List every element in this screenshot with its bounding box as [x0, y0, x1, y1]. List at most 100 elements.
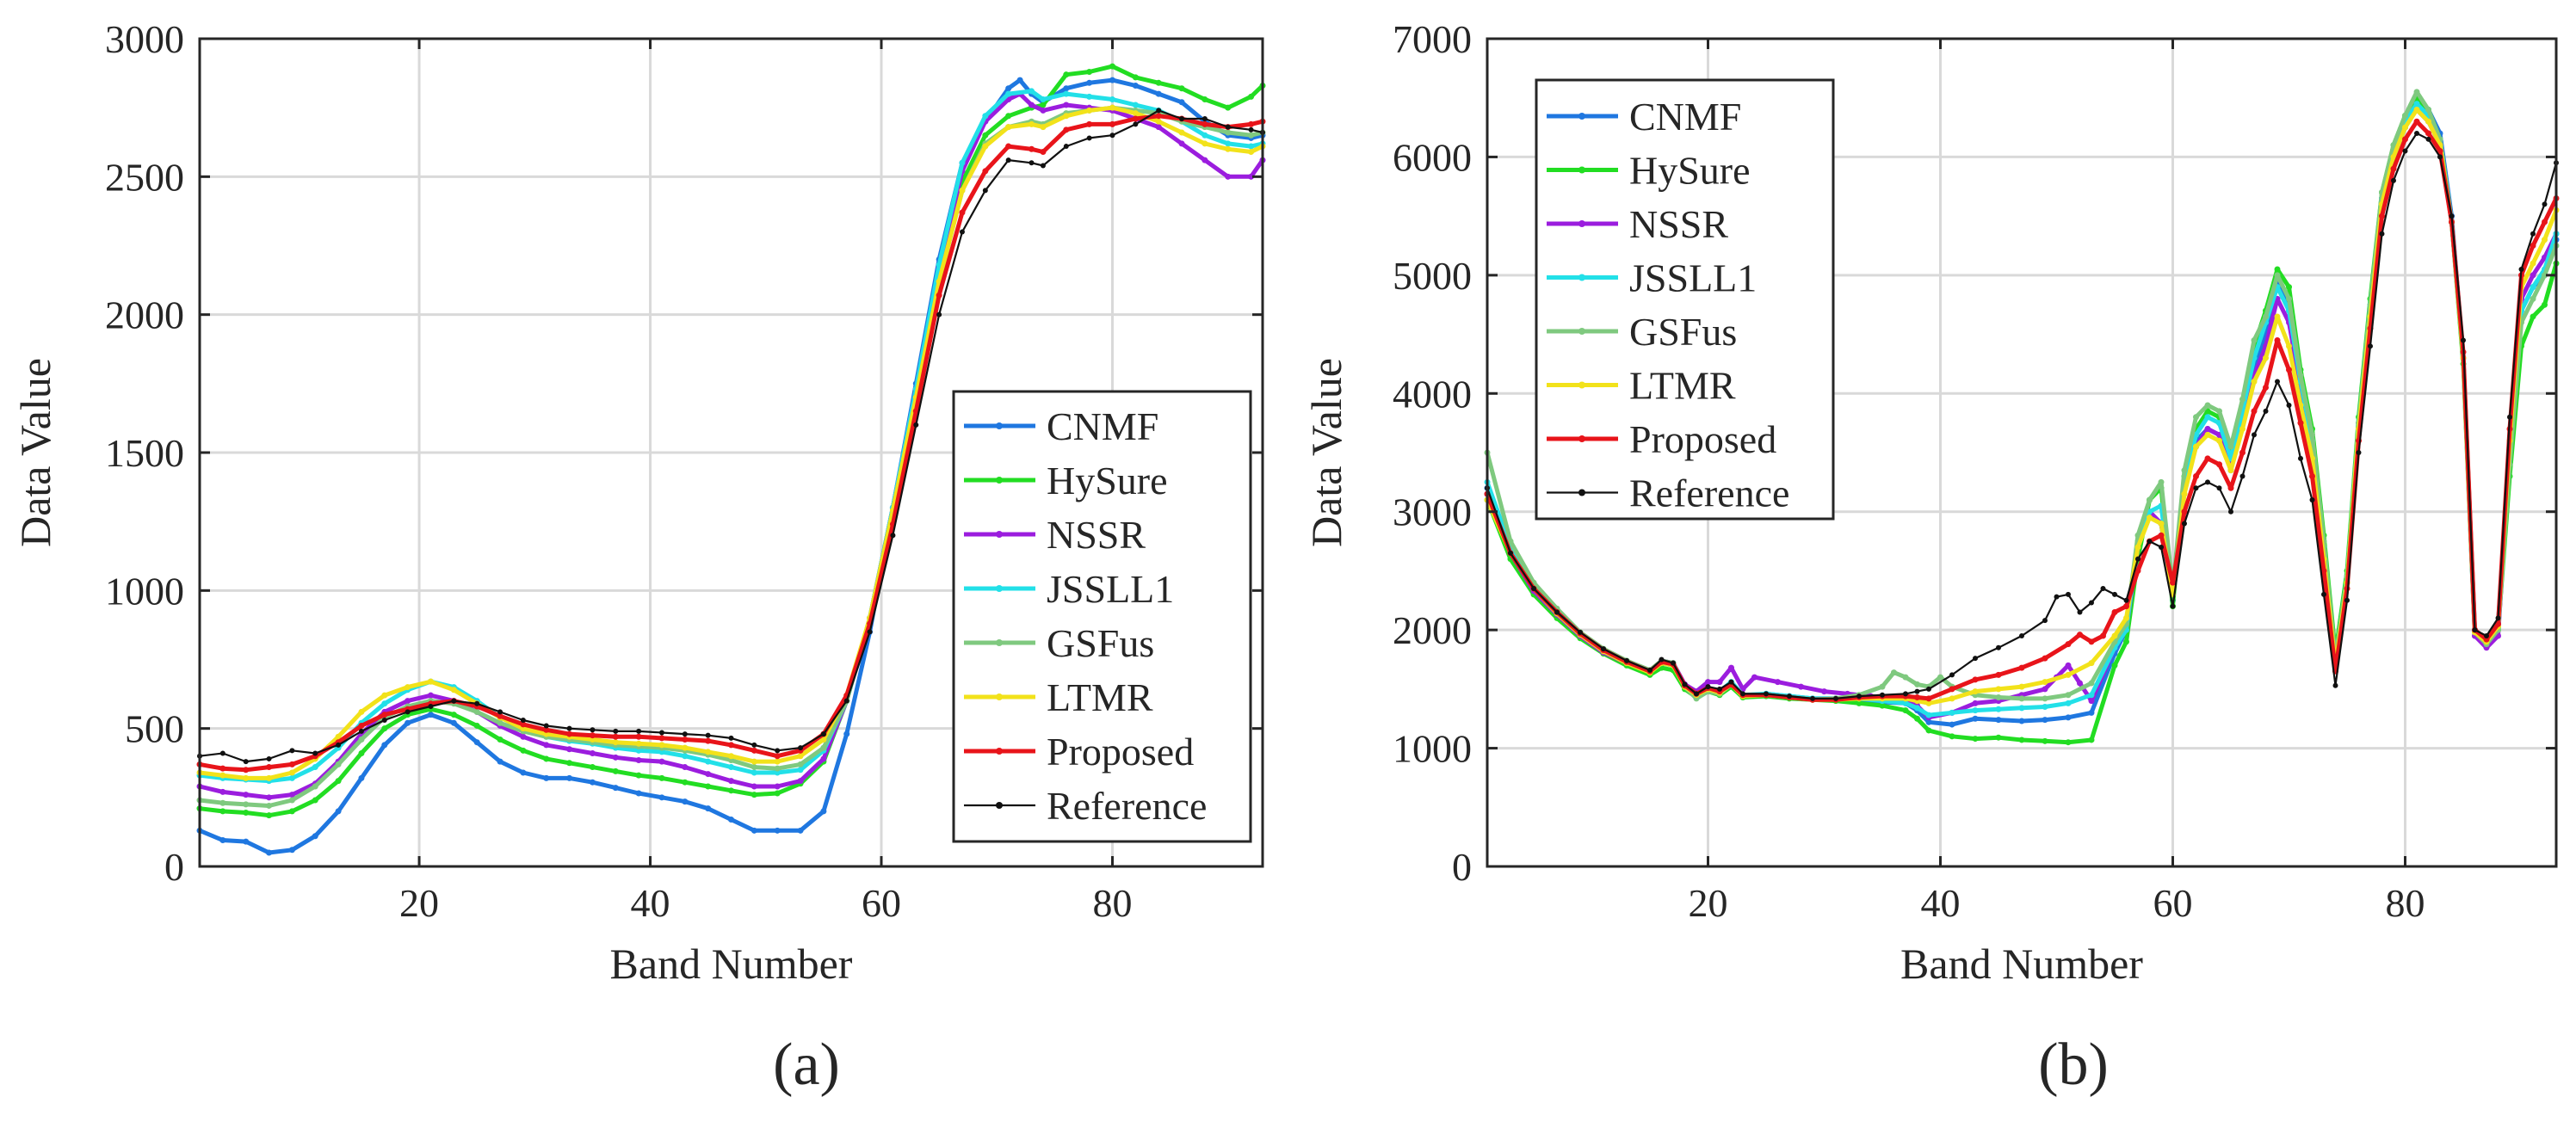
y-tick-label: 6000	[1393, 135, 1472, 179]
data-point	[1972, 700, 1979, 706]
legend-item-jssll1: JSSLL1	[964, 567, 1174, 611]
data-point	[2065, 692, 2072, 699]
data-point	[2018, 695, 2025, 702]
data-point	[2134, 544, 2141, 551]
data-point	[243, 809, 250, 816]
data-point	[2239, 449, 2246, 456]
data-point	[450, 712, 457, 718]
data-point	[1914, 681, 1920, 687]
data-point	[2193, 414, 2199, 421]
legend-marker	[1578, 274, 1585, 281]
data-point	[566, 760, 573, 767]
data-point	[520, 721, 527, 728]
data-point	[2390, 165, 2397, 172]
data-point	[2286, 295, 2292, 302]
series-line	[199, 109, 1263, 763]
data-point	[219, 837, 226, 844]
data-point	[2227, 467, 2234, 474]
data-point	[1925, 727, 1932, 734]
data-point	[705, 732, 711, 738]
data-point	[1891, 669, 1897, 676]
data-point	[1248, 173, 1255, 180]
data-point	[2042, 655, 2048, 662]
data-point	[1063, 85, 1070, 92]
data-point	[1902, 700, 1909, 706]
data-point	[1949, 721, 1955, 728]
x-tick-label: 60	[862, 881, 901, 925]
data-point	[2542, 272, 2548, 279]
legend-item-cnmf: CNMF	[964, 404, 1158, 448]
data-point	[2042, 703, 2048, 710]
data-point	[2495, 615, 2501, 621]
data-point	[2461, 337, 2466, 343]
data-point	[288, 774, 295, 781]
data-point	[243, 774, 250, 781]
data-point	[2286, 284, 2292, 291]
data-point	[728, 816, 734, 823]
data-point	[2425, 118, 2431, 125]
data-point	[473, 722, 480, 729]
data-point	[566, 725, 572, 731]
data-point	[728, 742, 734, 749]
legend-item-reference: Reference	[964, 784, 1207, 828]
data-point	[473, 739, 480, 746]
data-point	[589, 779, 596, 786]
data-point	[335, 808, 342, 815]
data-point	[1949, 695, 1955, 702]
y-tick-label: 2000	[1393, 608, 1472, 652]
data-point	[2413, 118, 2420, 125]
data-point	[1248, 126, 1254, 133]
chart-a: 20 40 60 80 0 500 1000 1500 2000 2500 3000 Band Num…	[11, 17, 1266, 1098]
data-point	[520, 733, 527, 740]
data-point	[2414, 130, 2419, 136]
data-point	[1225, 140, 1232, 147]
figure-caption: (a)	[773, 1032, 840, 1098]
data-point	[1508, 550, 1513, 556]
data-point	[751, 792, 757, 798]
data-point	[2542, 237, 2548, 243]
data-point	[1902, 674, 1909, 681]
axes-frame	[1486, 37, 2558, 868]
data-point	[1178, 99, 1185, 106]
data-point	[2251, 336, 2258, 343]
data-point	[312, 764, 318, 771]
data-point	[2065, 662, 2072, 669]
data-point	[335, 778, 342, 785]
data-point	[1833, 695, 1838, 701]
data-point	[2170, 579, 2176, 586]
data-point	[2484, 633, 2489, 639]
series-group	[196, 63, 1266, 856]
data-point	[867, 629, 873, 635]
chart-b: 20 40 60 80 0 1000 2000 3000 4000 5000 6000 7000 Ban…	[1302, 17, 2560, 1098]
data-point	[1914, 693, 1920, 700]
data-point	[612, 739, 619, 746]
y-tick-label: 1000	[1393, 727, 1472, 771]
data-point	[1109, 120, 1115, 127]
data-point	[1040, 163, 1046, 169]
data-point	[2425, 136, 2431, 142]
data-point	[1029, 145, 1035, 152]
data-point	[2042, 737, 2048, 744]
data-point	[2205, 479, 2210, 485]
data-point	[751, 783, 757, 790]
data-point	[497, 719, 503, 726]
data-point	[658, 749, 665, 755]
data-point	[381, 700, 388, 707]
data-point	[1005, 157, 1011, 163]
data-point	[936, 311, 942, 317]
data-point	[2530, 272, 2536, 279]
x-axis-label: Band Number	[1900, 940, 2143, 988]
data-point	[2147, 539, 2153, 545]
data-point	[613, 728, 619, 734]
data-point	[636, 728, 642, 734]
data-point	[520, 769, 527, 776]
data-point	[2042, 679, 2048, 686]
data-point	[2274, 336, 2281, 343]
series-line	[199, 114, 1263, 773]
data-point	[1775, 679, 1781, 686]
data-point	[2088, 709, 2095, 716]
data-point	[427, 712, 434, 718]
data-point	[2042, 717, 2048, 724]
legend-marker	[996, 693, 1003, 700]
y-tick-label: 3000	[1393, 490, 1472, 534]
